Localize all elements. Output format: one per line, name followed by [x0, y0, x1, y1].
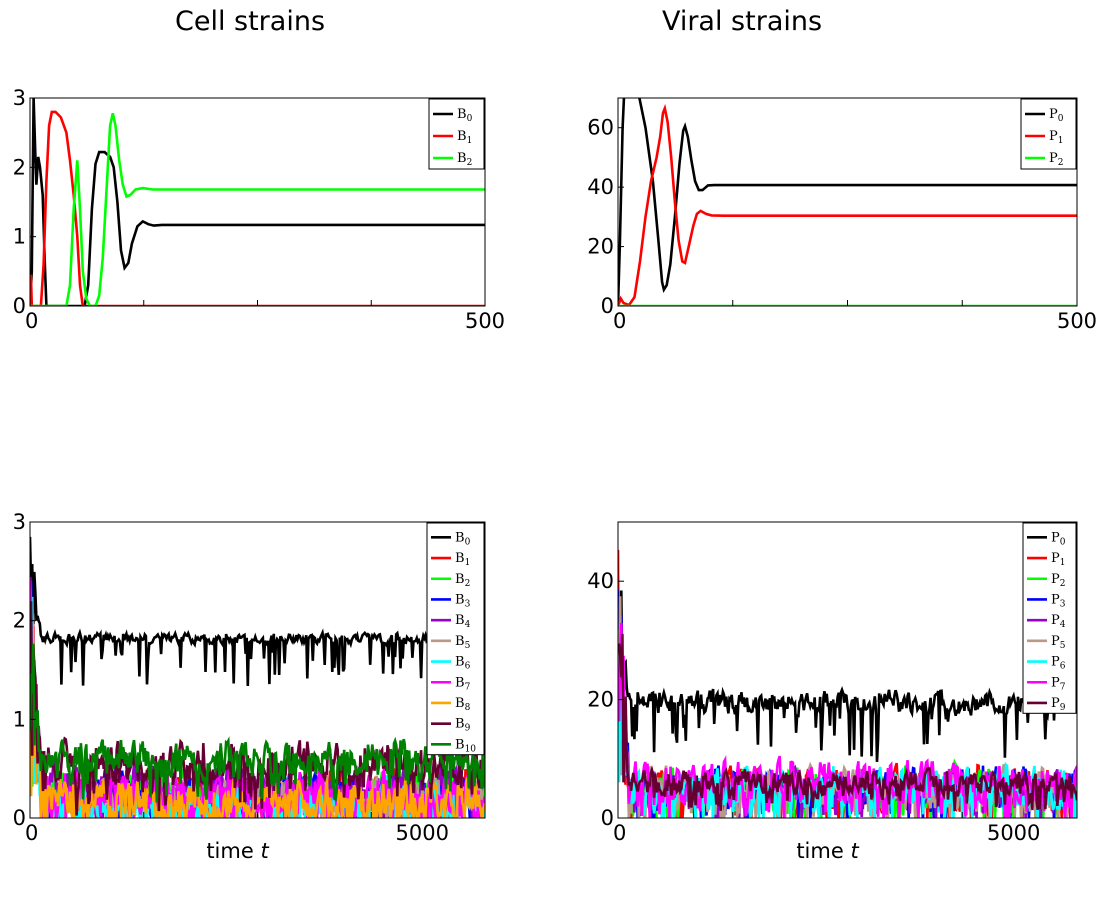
series-line-b1	[30, 110, 485, 306]
legend-label: B4	[455, 613, 471, 630]
y-tick-label: 40	[587, 175, 614, 199]
legend-label: P2	[1051, 572, 1065, 589]
title-cell-strains: Cell strains	[174, 6, 326, 37]
x-tick-label: 500	[1057, 309, 1097, 333]
chart-virus-long: 0 20 40 0 5000 time t P0 P1 P2 P3 P4 P5 P6 P7 P9	[587, 521, 1078, 863]
x-axis-label: time t	[206, 839, 269, 863]
y-tick-label: 20	[587, 235, 614, 259]
legend-label: P5	[1051, 634, 1066, 651]
x-tick-label: 0	[25, 309, 38, 333]
legend-label: P0	[1049, 107, 1064, 124]
legend-label: P9	[1051, 696, 1066, 713]
legend-label: B1	[455, 551, 470, 568]
legend-label: P4	[1051, 613, 1066, 630]
chart-cells-long: 0 1 2 3 0 5000 time t B0 B1 B2 B3 B4 B5 B6 B7 B8 B9 B10	[13, 510, 486, 863]
legend-label: P6	[1051, 655, 1066, 672]
x-tick-label: 5000	[396, 821, 449, 845]
y-tick-label: 60	[587, 116, 614, 140]
chart-cells-short: 0 1 2 3 0 500 B0 B1 B2	[13, 86, 505, 333]
legend: P0 P1 P2 P3 P4 P5 P6 P7 P9	[1022, 522, 1077, 714]
x-tick-label: 5000	[987, 821, 1040, 845]
y-tick-label: 20	[587, 688, 614, 712]
legend-label: B5	[455, 634, 471, 651]
series-line-b10	[30, 643, 485, 803]
legend: B0 B1 B2 B3 B4 B5 B6 B7 B8 B9 B10	[426, 522, 485, 756]
y-tick-label: 0	[13, 806, 26, 830]
y-tick-label: 0	[13, 294, 26, 318]
legend-label: B1	[457, 129, 472, 146]
legend: P0 P1 P2	[1020, 98, 1077, 170]
series-line-p0	[618, 590, 1077, 762]
legend-label: P3	[1051, 592, 1066, 609]
x-tick-label: 0	[613, 309, 626, 333]
legend-label: P2	[1049, 151, 1063, 168]
legend-label: B10	[455, 737, 476, 754]
y-tick-label: 1	[13, 707, 26, 731]
y-tick-label: 0	[601, 806, 614, 830]
x-axis-label: time t	[796, 839, 859, 863]
plot-frame	[29, 97, 486, 307]
series-line-b0	[30, 536, 485, 687]
legend-label: P1	[1051, 551, 1065, 568]
legend-label: B7	[455, 675, 471, 692]
legend-label: P7	[1051, 675, 1066, 692]
legend: B0 B1 B2	[428, 98, 485, 170]
y-tick-label: 2	[13, 155, 26, 179]
y-tick-label: 0	[601, 294, 614, 318]
x-tick-label: 0	[613, 821, 626, 845]
legend-label: B3	[455, 592, 471, 609]
chart-virus-short: 0 20 40 60 0 500 P0 P1 P2	[587, 97, 1097, 333]
x-tick-label: 500	[465, 309, 505, 333]
series-line-b0	[30, 98, 485, 306]
legend-label: B2	[455, 572, 470, 589]
y-tick-label: 3	[13, 510, 26, 534]
series-line-p1	[618, 103, 1077, 306]
legend-label: B6	[455, 655, 471, 672]
series-line-b2	[30, 113, 485, 306]
x-tick-label: 0	[25, 821, 38, 845]
y-tick-label: 3	[13, 86, 26, 110]
legend-label: B0	[457, 107, 473, 124]
y-tick-label: 2	[13, 609, 26, 633]
title-viral-strains: Viral strains	[661, 6, 823, 37]
legend-label: P0	[1051, 530, 1066, 547]
legend-label: B0	[455, 530, 471, 547]
legend-label: P1	[1049, 129, 1063, 146]
legend-label: B2	[457, 151, 472, 168]
legend-label: B9	[455, 717, 471, 734]
y-tick-label: 1	[13, 225, 26, 249]
series-line-p0	[618, 98, 1077, 306]
series-line-p9	[618, 633, 1077, 812]
y-tick-label: 40	[587, 569, 614, 593]
legend-label: B8	[455, 696, 471, 713]
